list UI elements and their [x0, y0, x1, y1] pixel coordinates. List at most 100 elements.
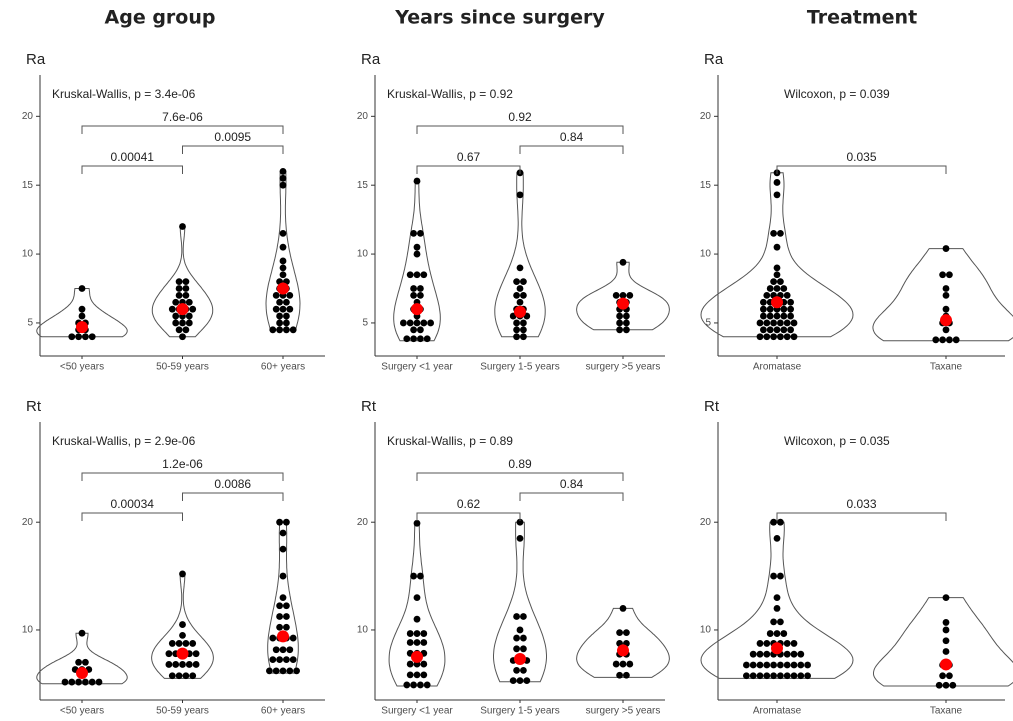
- x-tick-label: Aromatase: [753, 706, 802, 717]
- data-point: [770, 672, 777, 680]
- comparison-bracket: [182, 492, 284, 501]
- data-point: [804, 661, 811, 669]
- comparison-bracket: [776, 512, 947, 521]
- data-point: [413, 615, 421, 623]
- data-point: [780, 305, 788, 313]
- data-point: [82, 658, 89, 666]
- data-point: [279, 572, 287, 580]
- data-point: [946, 271, 953, 279]
- data-point: [283, 298, 290, 306]
- data-point: [75, 333, 82, 341]
- test-label: Wilcoxon, p = 0.039: [784, 87, 890, 101]
- data-point: [783, 333, 791, 341]
- comparison-label: 0.92: [508, 110, 532, 124]
- data-point: [289, 634, 297, 642]
- data-point: [272, 667, 280, 675]
- data-point: [423, 335, 431, 343]
- data-point: [68, 333, 76, 341]
- data-point: [935, 681, 943, 689]
- data-point: [413, 250, 421, 258]
- data-point: [182, 278, 190, 286]
- data-point: [413, 519, 421, 527]
- data-point: [623, 629, 630, 637]
- data-point: [770, 230, 777, 237]
- data-point: [520, 326, 527, 334]
- test-label: Wilcoxon, p = 0.035: [784, 434, 890, 448]
- data-point: [417, 681, 424, 689]
- data-point: [406, 671, 414, 679]
- data-point: [942, 648, 950, 655]
- data-point: [763, 661, 771, 669]
- data-point: [513, 326, 520, 334]
- data-point: [749, 672, 757, 680]
- y-tick-label: 15: [22, 180, 34, 191]
- data-point: [773, 243, 781, 251]
- x-tick-label: Surgery 1-5 years: [480, 362, 559, 373]
- data-point: [276, 319, 283, 327]
- data-point: [172, 661, 180, 668]
- test-label: Kruskal-Wallis, p = 0.92: [387, 87, 513, 101]
- comparison-label: 0.84: [560, 477, 584, 491]
- comparison-bracket: [519, 145, 624, 154]
- data-point: [276, 602, 283, 610]
- y-tick-label: 10: [22, 625, 34, 636]
- data-point: [185, 312, 193, 320]
- data-point: [179, 570, 186, 578]
- comparison-label: 0.035: [846, 150, 876, 164]
- violin: [700, 521, 854, 679]
- data-point: [777, 319, 784, 327]
- comparison-bracket: [416, 165, 521, 174]
- data-point: [623, 671, 630, 679]
- data-point: [513, 291, 520, 299]
- data-point: [88, 678, 96, 686]
- x-tick-label: <50 years: [60, 362, 104, 373]
- data-point: [276, 312, 283, 320]
- data-point: [763, 672, 771, 680]
- data-point: [283, 613, 290, 620]
- data-point: [804, 672, 811, 680]
- data-point: [616, 312, 623, 320]
- data-point: [420, 271, 428, 279]
- data-point: [403, 681, 411, 689]
- mean-point: [940, 314, 952, 327]
- data-point: [770, 572, 777, 580]
- data-point: [179, 223, 186, 230]
- data-point: [770, 278, 777, 286]
- column-title: Years since surgery: [394, 7, 605, 29]
- data-point: [286, 305, 294, 313]
- data-point: [766, 326, 774, 334]
- data-point: [756, 319, 764, 327]
- data-point: [420, 639, 428, 646]
- comparison-bracket: [416, 512, 521, 521]
- data-point: [749, 650, 757, 658]
- data-point: [279, 264, 287, 272]
- data-point: [939, 271, 946, 279]
- y-tick-label: 15: [700, 180, 712, 191]
- data-point: [623, 312, 630, 320]
- data-point: [172, 312, 180, 320]
- data-point: [279, 667, 287, 675]
- data-point: [780, 285, 788, 292]
- data-point: [766, 305, 774, 313]
- comparison-label: 1.2e-06: [162, 457, 203, 471]
- data-point: [942, 305, 950, 313]
- data-point: [939, 672, 946, 680]
- data-point: [942, 291, 950, 299]
- comparison-label: 0.89: [508, 457, 532, 471]
- data-point: [787, 312, 794, 320]
- comparison-label: 0.62: [457, 497, 481, 511]
- data-point: [279, 594, 287, 602]
- data-point: [942, 626, 950, 634]
- mean-point: [277, 282, 289, 295]
- data-point: [932, 336, 940, 344]
- data-point: [773, 179, 781, 186]
- mean-point: [277, 630, 289, 643]
- data-point: [410, 291, 417, 299]
- data-point: [413, 177, 421, 185]
- data-point: [276, 656, 283, 663]
- y-tick-label: 20: [22, 111, 34, 122]
- y-tick-label: 20: [357, 111, 369, 122]
- data-point: [946, 336, 953, 344]
